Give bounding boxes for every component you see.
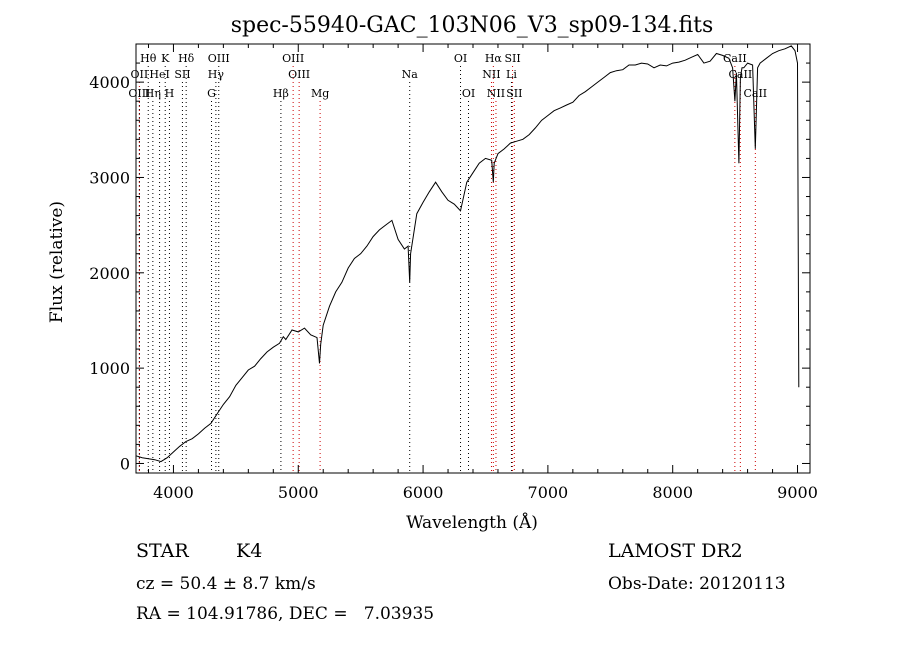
line-marker-label: Hη (145, 87, 161, 100)
line-marker-label: OIII (282, 52, 304, 65)
x-tick-label: 8000 (652, 483, 693, 502)
x-tick-label: 4000 (153, 483, 194, 502)
info-obs-date: Obs-Date: 20120113 (608, 574, 786, 594)
line-marker-label: CaII (729, 68, 753, 81)
line-marker-label: K (161, 52, 170, 65)
x-tick-label: 9000 (777, 483, 818, 502)
y-tick-label: 3000 (89, 168, 130, 187)
line-marker-label: OI (454, 52, 467, 65)
info-object-class: STAR (136, 540, 189, 562)
line-marker-label: Li (506, 68, 517, 81)
info-survey: LAMOST DR2 (608, 540, 743, 562)
line-marker-label: Mg (311, 87, 329, 100)
x-tick-label: 7000 (528, 483, 569, 502)
line-marker-label: Na (402, 68, 419, 81)
line-marker-label: OIII (288, 68, 310, 81)
info-redshift: cz = 50.4 ± 8.7 km/s (136, 574, 316, 594)
x-axis-label: Wavelength (Å) (406, 512, 538, 533)
y-tick-label: 0 (120, 454, 130, 473)
line-marker-label: CaII (743, 87, 767, 100)
y-axis-label: Flux (relative) (47, 201, 67, 323)
line-marker-label: NII (482, 68, 500, 81)
y-tick-label: 2000 (89, 264, 130, 283)
line-marker-label: SII (504, 52, 520, 65)
line-marker-label: HeI (149, 68, 169, 81)
x-tick-label: 5000 (278, 483, 319, 502)
line-marker-label: Hα (485, 52, 503, 65)
line-marker-label: OIII (208, 52, 230, 65)
x-tick-label: 6000 (403, 483, 444, 502)
spectrum-line (135, 45, 800, 463)
line-marker-label: SII (506, 87, 522, 100)
line-marker-label: Hβ (273, 87, 289, 100)
info-subclass: K4 (236, 540, 263, 562)
info-coordinates: RA = 104.91786, DEC = 7.03935 (136, 604, 435, 624)
y-axis: 0 1000 2000 3000 4000 (89, 43, 810, 473)
line-marker-label: Hδ (178, 52, 195, 65)
y-tick-label: 4000 (89, 73, 130, 92)
line-marker-label: G (207, 87, 216, 100)
line-marker-label: NII (487, 87, 505, 100)
line-marker-label: Hγ (208, 68, 225, 81)
line-marker-label: CaII (723, 52, 747, 65)
line-marker-label: Hθ (140, 52, 157, 65)
line-marker-label: OI (462, 87, 475, 100)
line-marker-label: H (165, 87, 175, 100)
y-tick-label: 1000 (89, 359, 130, 378)
line-marker-guides (138, 66, 756, 473)
x-axis: 4000 5000 6000 7000 8000 9000 (147, 44, 818, 502)
line-marker-label: OIII (128, 87, 150, 100)
line-marker-label: OII (131, 68, 149, 81)
line-marker-label: SII (174, 68, 190, 81)
chart-title: spec-55940-GAC_103N06_V3_sp09-134.fits (231, 13, 714, 38)
plot-frame (135, 43, 811, 474)
